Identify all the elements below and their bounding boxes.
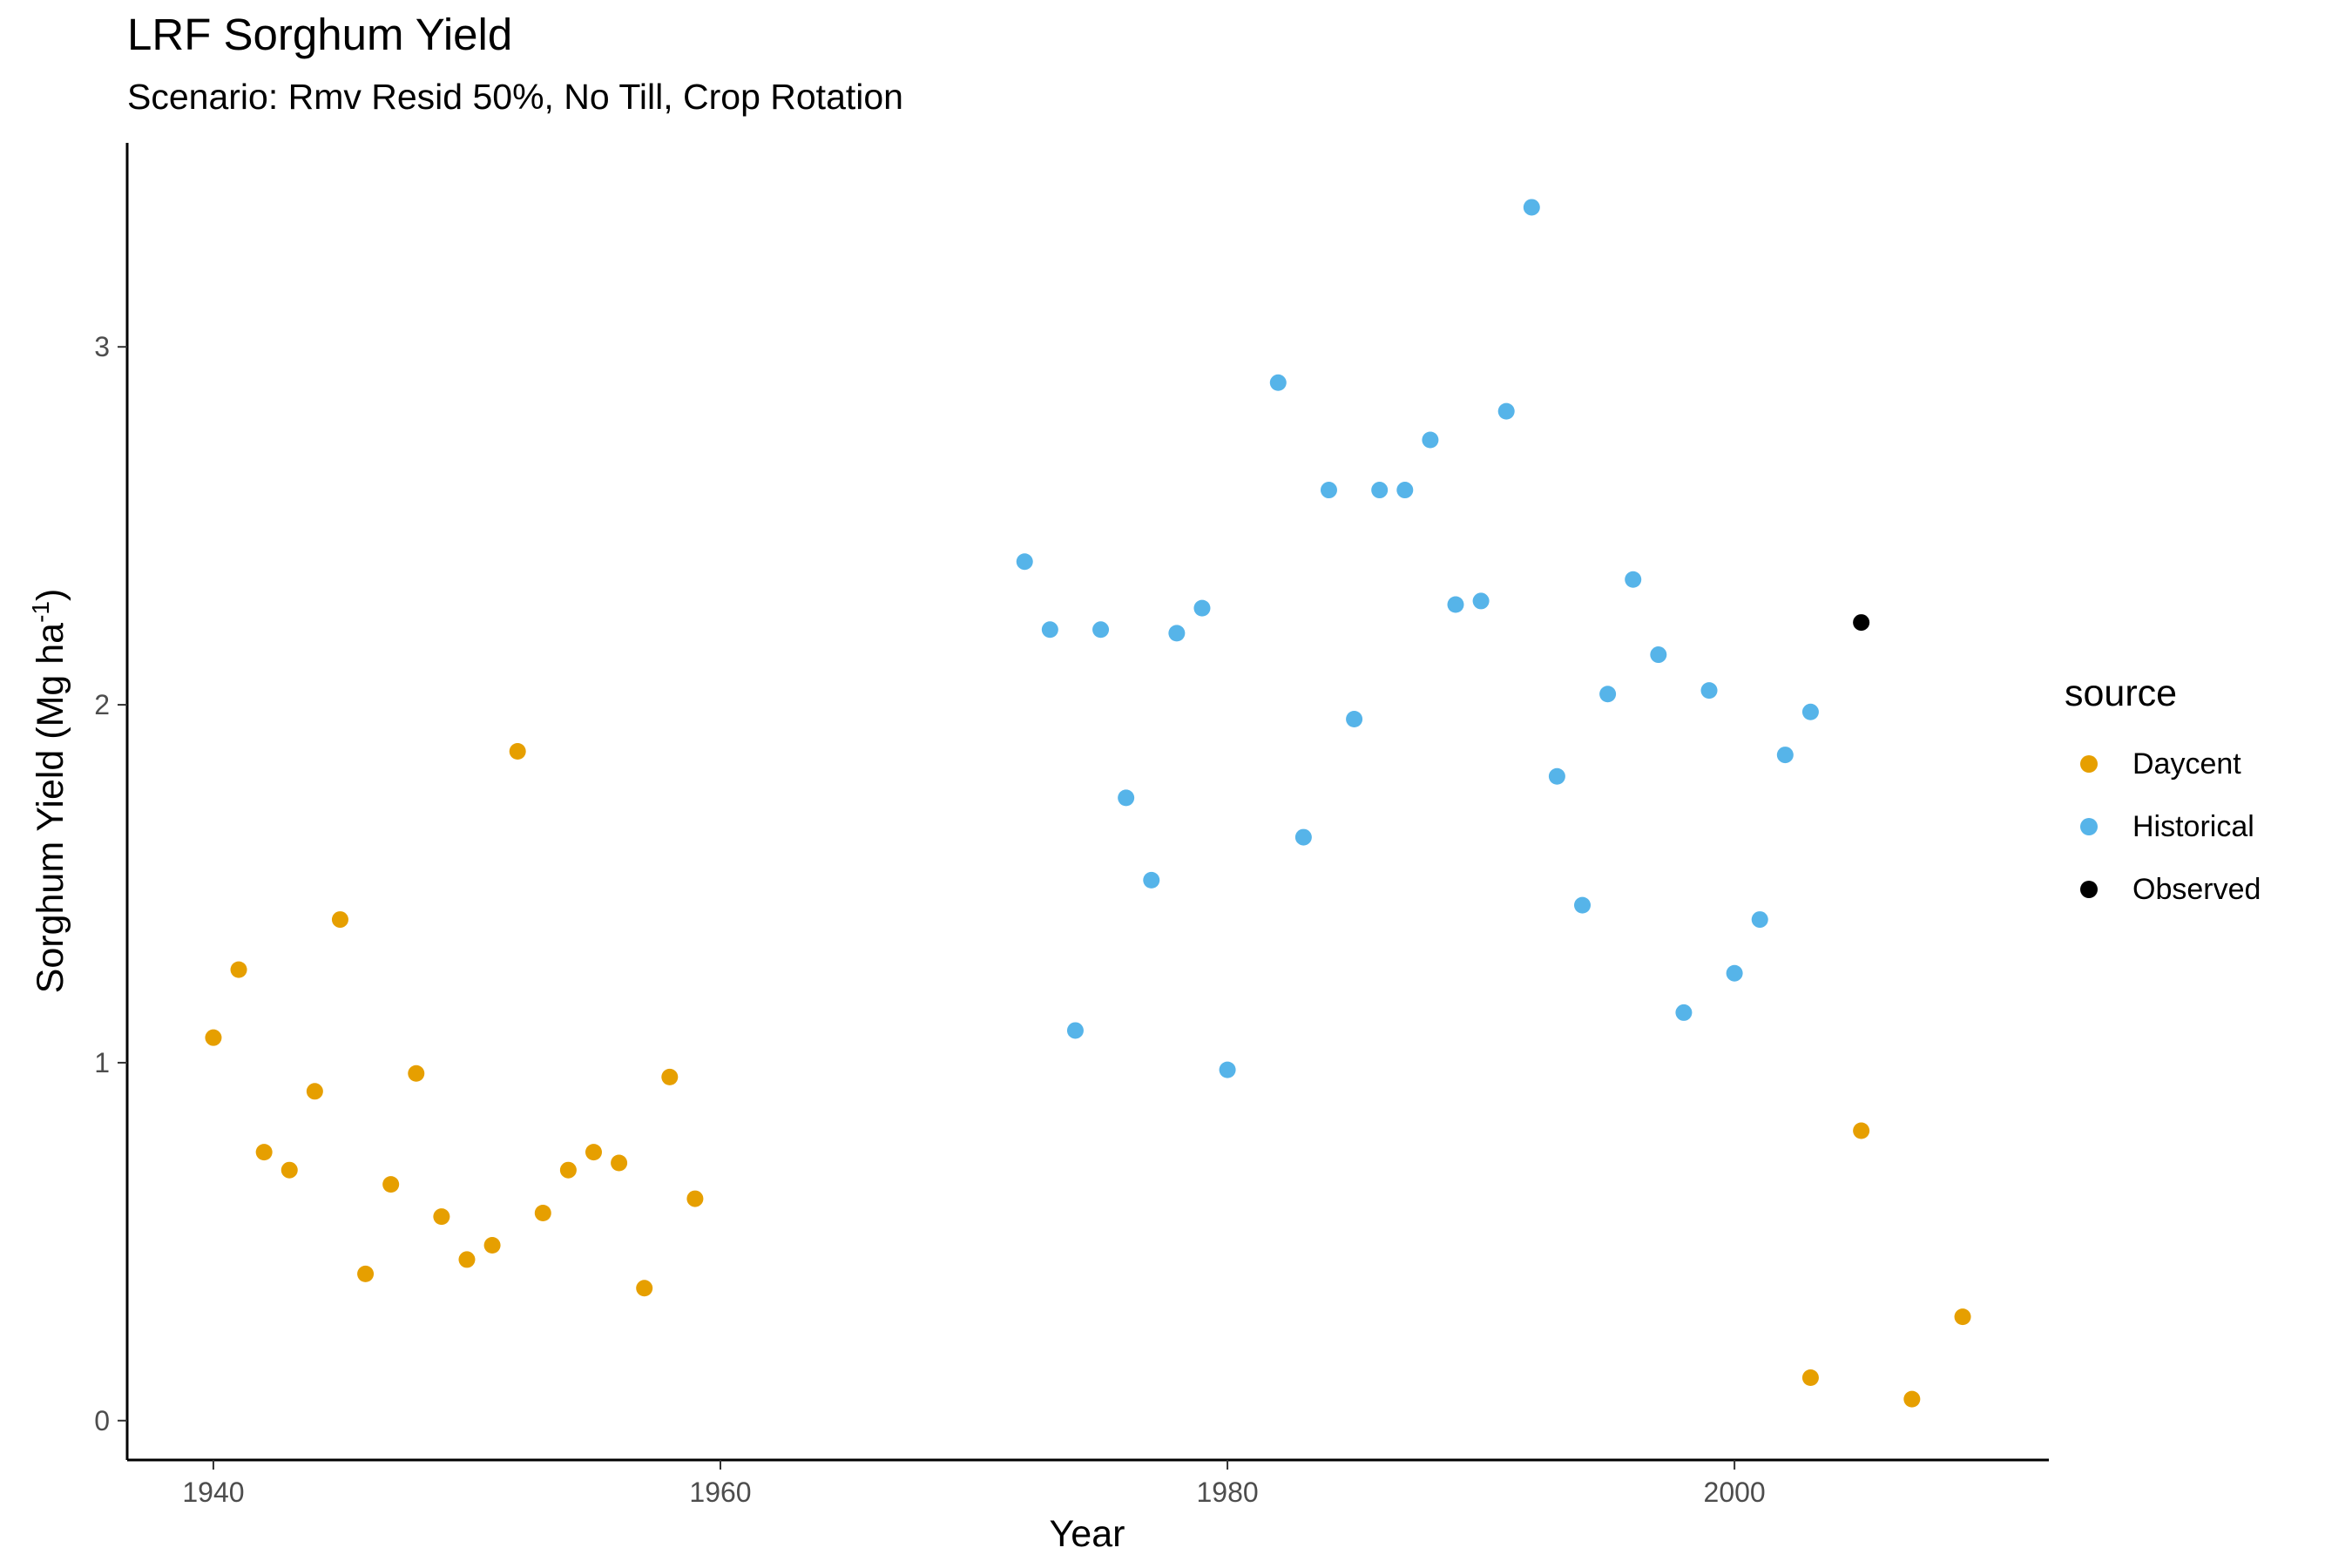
legend-label-historical: Historical xyxy=(2132,809,2254,843)
daycent-point xyxy=(280,1161,298,1179)
daycent-point xyxy=(1853,1122,1870,1139)
x-tick-label: 2000 xyxy=(1704,1477,1766,1508)
historical-point xyxy=(1269,374,1287,391)
daycent-point xyxy=(686,1190,704,1207)
legend-key-historical xyxy=(2080,818,2098,835)
daycent-point xyxy=(661,1068,679,1085)
legend-item-observed: Observed xyxy=(2065,858,2261,921)
y-tick-label: 3 xyxy=(94,331,110,362)
historical-point xyxy=(1346,711,1363,727)
x-tick-label: 1960 xyxy=(689,1477,751,1508)
legend: source Daycent Historical Observed xyxy=(2065,672,2261,921)
historical-point xyxy=(1447,596,1464,613)
daycent-point xyxy=(331,911,348,929)
daycent-point xyxy=(509,742,526,760)
historical-point xyxy=(1016,553,1033,571)
daycent-point xyxy=(408,1064,425,1082)
daycent-point xyxy=(585,1144,602,1161)
legend-items: Daycent Historical Observed xyxy=(2065,733,2261,921)
historical-point xyxy=(1143,871,1160,889)
historical-point xyxy=(1320,482,1337,499)
legend-item-daycent: Daycent xyxy=(2065,733,2261,795)
daycent-point xyxy=(433,1208,450,1226)
legend-item-historical: Historical xyxy=(2065,795,2261,858)
y-tick-label: 1 xyxy=(94,1047,110,1078)
historical-point xyxy=(1066,1022,1084,1039)
legend-title: source xyxy=(2065,672,2178,714)
y-axis-title-superscript: -1 xyxy=(27,601,54,623)
daycent-point xyxy=(458,1251,476,1268)
historical-point xyxy=(1396,482,1414,499)
daycent-point xyxy=(205,1029,222,1046)
historical-point xyxy=(1675,1004,1693,1021)
data-points xyxy=(205,199,1971,1408)
y-axis-title: Sorghum Yield (Mg ha-1) xyxy=(27,589,71,994)
chart-subtitle: Scenario: Rmv Resid 50%, No Till, Crop R… xyxy=(127,77,903,117)
historical-point xyxy=(1092,621,1110,639)
historical-point xyxy=(1371,482,1389,499)
legend-key-observed xyxy=(2080,881,2098,898)
axes: 1940 1960 1980 2000 0 1 2 3 xyxy=(94,143,2049,1508)
historical-point xyxy=(1726,964,1743,982)
historical-point xyxy=(1219,1061,1236,1078)
legend-label-daycent: Daycent xyxy=(2132,747,2241,781)
historical-point xyxy=(1548,767,1565,785)
observed-point xyxy=(1853,614,1870,632)
x-tick-label: 1980 xyxy=(1196,1477,1258,1508)
daycent-point xyxy=(636,1280,653,1297)
y-tick-label: 2 xyxy=(94,689,110,720)
daycent-point xyxy=(1903,1390,1921,1408)
historical-point xyxy=(1625,571,1642,588)
daycent-point xyxy=(559,1161,577,1179)
historical-point xyxy=(1523,199,1540,216)
historical-point xyxy=(1294,828,1312,846)
daycent-point xyxy=(483,1236,501,1254)
chart-title: LRF Sorghum Yield xyxy=(127,10,513,59)
historical-point xyxy=(1497,402,1515,420)
daycent-point xyxy=(357,1265,375,1282)
daycent-point xyxy=(230,961,247,978)
y-tick-label: 0 xyxy=(94,1405,110,1436)
historical-point xyxy=(1776,747,1794,764)
historical-point xyxy=(1168,625,1186,642)
y-axis-title-main: Sorghum Yield (Mg ha xyxy=(30,623,71,994)
historical-point xyxy=(1118,789,1135,807)
historical-point xyxy=(1472,592,1490,610)
daycent-point xyxy=(1954,1308,1971,1326)
daycent-point xyxy=(306,1083,323,1100)
legend-key-daycent xyxy=(2080,755,2098,773)
x-axis-title: Year xyxy=(1050,1513,1125,1555)
daycent-point xyxy=(534,1205,551,1221)
y-axis-title-end: ) xyxy=(30,589,71,601)
daycent-point xyxy=(255,1144,273,1161)
historical-point xyxy=(1650,646,1667,664)
historical-point xyxy=(1700,682,1718,700)
daycent-point xyxy=(1801,1369,1819,1386)
historical-point xyxy=(1574,896,1592,914)
historical-point xyxy=(1751,911,1768,929)
daycent-point xyxy=(382,1176,400,1193)
historical-point xyxy=(1041,621,1058,639)
historical-point xyxy=(1801,703,1819,720)
historical-point xyxy=(1422,431,1439,449)
x-tick-label: 1940 xyxy=(182,1477,244,1508)
historical-point xyxy=(1599,686,1617,703)
daycent-point xyxy=(611,1154,628,1172)
historical-point xyxy=(1193,599,1211,617)
legend-label-observed: Observed xyxy=(2132,872,2261,906)
